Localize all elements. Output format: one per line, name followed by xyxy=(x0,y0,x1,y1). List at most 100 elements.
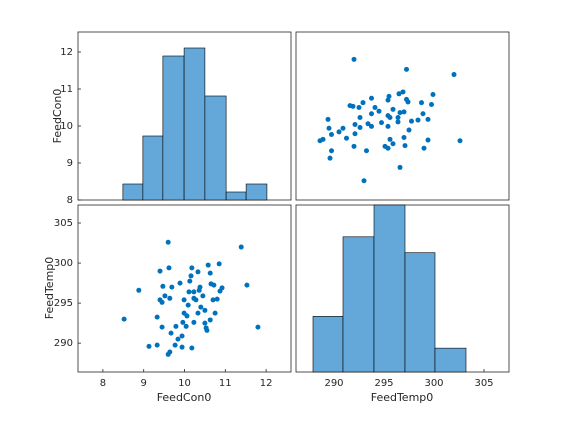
scatter-point xyxy=(369,123,374,129)
scatter-point xyxy=(191,289,197,295)
scatter-point xyxy=(168,330,174,336)
scatter-point xyxy=(415,117,421,123)
scatter-point xyxy=(351,56,357,62)
scatter-point xyxy=(189,265,195,271)
histogram-bar xyxy=(312,316,344,373)
scatter-point xyxy=(396,91,402,97)
x-tick-label: 11 xyxy=(219,378,232,389)
x-tick-label: 10 xyxy=(178,378,191,389)
y-tick-label: 12 xyxy=(60,47,73,58)
scatter-point xyxy=(382,143,388,149)
scatter-point xyxy=(179,344,185,350)
scatter-point xyxy=(340,125,346,131)
scatter-point xyxy=(196,287,202,293)
y-axis-label: FeedTemp0 xyxy=(43,257,56,320)
scatter-point xyxy=(165,239,171,245)
scatter-point xyxy=(187,278,193,284)
scatter-point xyxy=(397,164,403,170)
x-tick-label: 290 xyxy=(324,378,343,389)
scatter-point xyxy=(404,66,409,72)
scatter-point xyxy=(169,284,175,290)
scatter-point xyxy=(419,100,424,106)
scatter-point xyxy=(406,127,412,133)
scatter-point xyxy=(154,314,160,320)
scatter-point xyxy=(430,92,436,98)
scatter-point xyxy=(429,102,434,108)
scatter-point xyxy=(325,116,331,122)
y-tick-label: 8 xyxy=(67,195,73,206)
scatter-point xyxy=(189,345,195,351)
scatter-point xyxy=(356,104,362,110)
scatter-point xyxy=(175,336,181,342)
scatter-point xyxy=(376,108,382,114)
scatter-point xyxy=(207,317,213,323)
scatter-point xyxy=(207,270,213,276)
scatter-point xyxy=(219,285,225,291)
y-tick-label: 300 xyxy=(54,258,73,269)
scatter-point xyxy=(202,307,208,313)
histogram-bar xyxy=(225,191,247,201)
scatter-point xyxy=(365,121,371,127)
histogram-bar xyxy=(434,347,467,373)
scatter-point xyxy=(167,295,173,301)
scatter-point xyxy=(400,89,406,95)
x-tick-label: 295 xyxy=(374,378,393,389)
panel xyxy=(295,31,510,201)
scatter-point xyxy=(401,134,407,140)
scatter-point xyxy=(401,109,407,115)
scatter-point xyxy=(188,273,194,279)
scatter-point xyxy=(397,110,403,116)
scatter-point xyxy=(357,124,363,130)
histogram-bar xyxy=(162,55,185,201)
scatter-point xyxy=(179,333,185,339)
scatter-point xyxy=(352,131,358,137)
scatter-point xyxy=(326,125,332,131)
scatter-point xyxy=(457,138,463,144)
x-tick-label: 300 xyxy=(424,378,443,389)
y-axis-label: FeedCon0 xyxy=(51,89,64,144)
x-tick-label: 8 xyxy=(100,378,106,389)
histogram-bar xyxy=(373,204,406,373)
y-tick-label: 295 xyxy=(54,298,73,309)
scatter-point xyxy=(361,178,367,184)
scatter-point xyxy=(344,135,349,141)
histogram-bar xyxy=(142,135,164,201)
scatter-point xyxy=(409,118,414,124)
x-tick-label: 9 xyxy=(141,378,147,389)
scatter-point xyxy=(172,342,178,348)
scatter-point xyxy=(387,136,393,142)
scatter-point xyxy=(210,297,216,303)
scatter-point xyxy=(352,122,358,128)
y-tick-label: 11 xyxy=(60,84,73,95)
scatter-point xyxy=(191,319,197,325)
y-tick-label: 290 xyxy=(54,338,73,349)
scatter-point xyxy=(212,310,218,316)
scatter-point xyxy=(395,114,401,120)
scatter-point xyxy=(186,289,192,295)
scatter-point xyxy=(202,320,208,326)
scatter-point xyxy=(159,324,165,330)
scatter-point xyxy=(404,96,409,102)
scatter-point xyxy=(369,95,374,101)
histogram-bar xyxy=(245,183,268,201)
scatter-point xyxy=(336,129,342,135)
scatter-point xyxy=(193,297,199,303)
scatter-point xyxy=(166,265,172,271)
scatter-point xyxy=(214,296,220,302)
scatter-point xyxy=(195,310,201,316)
scatter-point xyxy=(369,111,374,117)
panel xyxy=(77,204,292,373)
scatter-point xyxy=(180,319,186,325)
scatter-point xyxy=(357,114,363,120)
scatter-point xyxy=(160,283,166,289)
scatter-point xyxy=(385,123,391,129)
scatter-point xyxy=(420,111,426,117)
scatter-point xyxy=(157,268,163,274)
scatter-point xyxy=(421,145,427,151)
histogram-bar xyxy=(183,47,206,201)
scatter-point xyxy=(351,143,357,149)
marks: 290 295 300 305 8 9 10 11 12 8 9 10 11 12 290 295 300 305 xyxy=(54,47,494,389)
scatter-point xyxy=(165,351,171,357)
scatter-point xyxy=(390,141,396,147)
